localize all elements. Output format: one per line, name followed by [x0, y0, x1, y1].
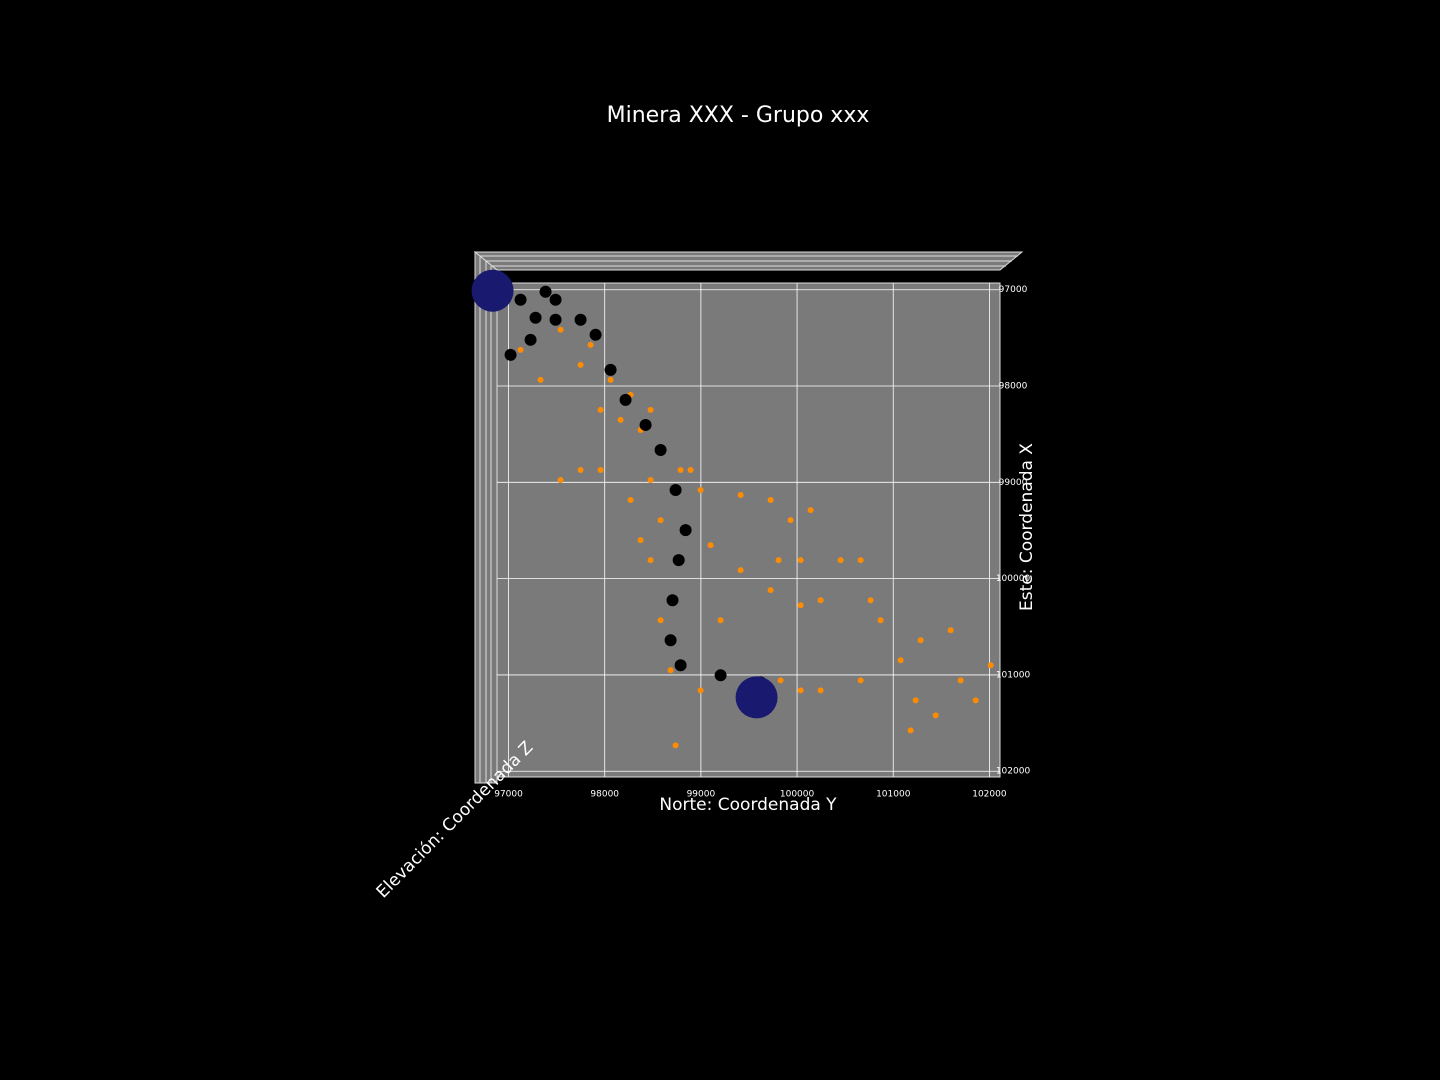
point: [672, 742, 679, 749]
point: [897, 657, 904, 664]
point: [972, 697, 979, 704]
point: [504, 348, 517, 361]
point: [837, 557, 844, 564]
point: [717, 617, 724, 624]
box-frame: [473, 250, 1024, 784]
point: [797, 557, 804, 564]
point: [639, 418, 652, 431]
x-tick-label: 98000: [590, 790, 619, 800]
point: [737, 492, 744, 499]
x-tick-label: 97000: [494, 790, 523, 800]
marks: [471, 269, 994, 749]
point: [471, 269, 514, 312]
point: [735, 676, 778, 719]
point: [637, 537, 644, 544]
point: [714, 669, 727, 682]
point: [957, 677, 964, 684]
y-tick-label: 97000: [999, 285, 1028, 295]
point: [577, 361, 584, 368]
y-tick-label: 100000: [996, 574, 1031, 584]
point: [707, 542, 714, 549]
y-tick-label: 101000: [996, 670, 1031, 680]
point: [817, 597, 824, 604]
y-axis-label: Este: Coordenada X: [1017, 443, 1037, 611]
point: [857, 677, 864, 684]
point: [787, 517, 794, 524]
point: [697, 687, 704, 694]
point: [697, 487, 704, 494]
point: [604, 363, 617, 376]
grid: 97000 98000 99000 100000 101000 102000 97000 98…: [494, 283, 1030, 800]
y-tick-label: 98000: [999, 382, 1028, 392]
point: [537, 376, 544, 383]
point: [587, 341, 594, 348]
point: [932, 712, 939, 719]
y-tick-label: 102000: [996, 767, 1031, 777]
x-tick-label: 99000: [687, 790, 716, 800]
point: [947, 627, 954, 634]
point: [877, 617, 884, 624]
point: [664, 634, 677, 647]
point: [669, 484, 682, 497]
point: [687, 467, 694, 474]
point: [524, 333, 537, 346]
point: [917, 637, 924, 644]
point: [589, 328, 602, 341]
point: [807, 507, 814, 514]
point: [597, 406, 604, 413]
y-tick-label: 99000: [999, 478, 1028, 488]
point: [529, 311, 542, 324]
x-tick-label: 100000: [780, 790, 815, 800]
point: [777, 677, 784, 684]
point: [775, 557, 782, 564]
point: [767, 587, 774, 594]
point: [857, 557, 864, 564]
point: [617, 416, 624, 423]
point: [672, 554, 685, 567]
point: [797, 602, 804, 609]
point: [549, 313, 562, 326]
point: [674, 659, 687, 672]
point: [647, 477, 654, 484]
point: [539, 285, 552, 298]
point: [677, 467, 684, 474]
point: [797, 687, 804, 694]
point: [557, 477, 564, 484]
point: [666, 594, 679, 607]
point: [607, 376, 614, 383]
x-tick-label: 101000: [876, 790, 911, 800]
point: [619, 393, 632, 406]
point: [987, 662, 994, 669]
point: [647, 557, 654, 564]
point: [557, 326, 564, 333]
point: [657, 617, 664, 624]
point: [549, 293, 562, 306]
point: [667, 667, 674, 674]
point: [514, 293, 527, 306]
point: [574, 313, 587, 326]
point: [907, 727, 914, 734]
point: [817, 687, 824, 694]
point: [737, 567, 744, 574]
point: [767, 497, 774, 504]
point: [517, 346, 524, 353]
point: [577, 467, 584, 474]
point: [912, 697, 919, 704]
point: [657, 517, 664, 524]
chart-title: Minera XXX - Grupo xxx: [607, 103, 870, 128]
point: [654, 443, 667, 456]
x-axis-label: Norte: Coordenada Y: [659, 795, 837, 815]
point: [679, 524, 692, 537]
point: [647, 406, 654, 413]
x-tick-label: 102000: [972, 790, 1007, 800]
point: [597, 467, 604, 474]
point: [867, 597, 874, 604]
point: [627, 497, 634, 504]
